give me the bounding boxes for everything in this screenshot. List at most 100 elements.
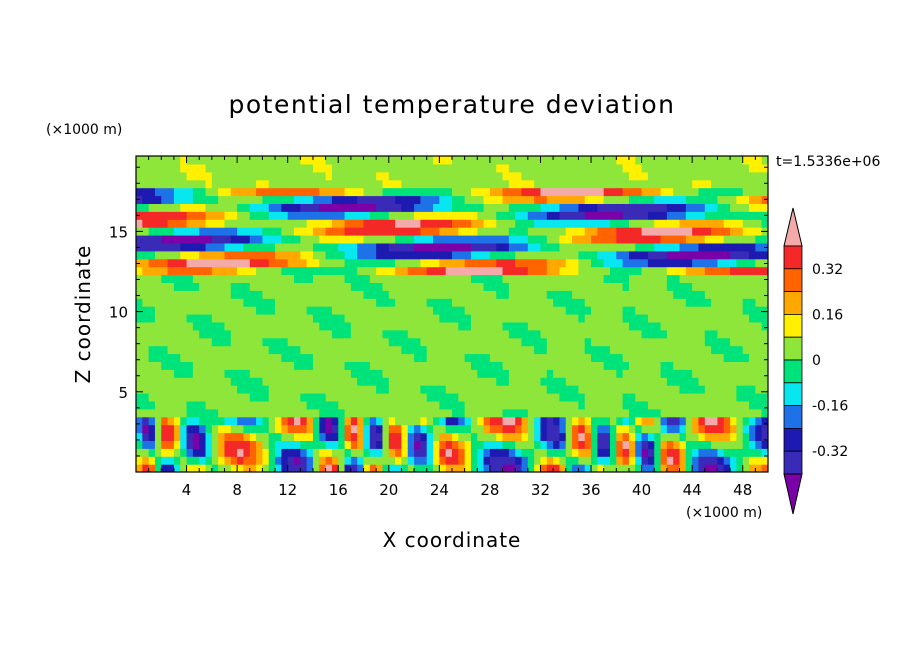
field-cell <box>300 416 308 426</box>
field-cell <box>388 306 396 315</box>
field-cell <box>161 353 169 362</box>
field-cell <box>433 337 440 347</box>
field-cell <box>489 385 497 394</box>
field-cell <box>464 369 472 378</box>
field-cell <box>698 377 706 386</box>
field-cell <box>376 195 384 204</box>
field-cell <box>154 385 162 394</box>
field-cell <box>199 345 207 355</box>
field-cell <box>464 329 472 339</box>
field-cell <box>553 298 561 307</box>
field-cell <box>331 171 339 181</box>
field-cell <box>616 282 624 291</box>
field-cell <box>426 377 434 386</box>
field-cell <box>610 187 617 197</box>
field-cell <box>395 464 403 472</box>
field-cell <box>350 377 358 386</box>
field-cell <box>325 448 333 457</box>
field-cell <box>679 274 687 283</box>
field-cell <box>666 321 674 331</box>
field-cell <box>357 258 365 268</box>
field-cell <box>256 179 263 189</box>
field-cell <box>452 258 459 268</box>
field-cell <box>275 258 282 268</box>
field-cell <box>224 456 232 465</box>
field-cell <box>237 227 245 236</box>
field-cell <box>249 448 257 457</box>
field-cell <box>154 400 162 410</box>
field-cell <box>376 211 384 220</box>
field-cell <box>679 242 687 252</box>
field-cell <box>553 393 561 402</box>
field-cell <box>559 400 567 410</box>
field-cell <box>205 385 213 394</box>
field-cell <box>578 416 586 426</box>
field-cell <box>736 369 744 378</box>
field-cell <box>230 385 238 394</box>
field-cell <box>679 298 687 307</box>
field-cell <box>470 345 478 355</box>
field-cell <box>344 171 352 181</box>
field-cell <box>685 195 693 204</box>
field-cell <box>464 266 472 276</box>
field-cell <box>218 266 226 276</box>
field-cell <box>161 385 169 394</box>
field-cell <box>148 274 156 283</box>
field-cell <box>477 171 485 181</box>
field-cell <box>199 250 207 260</box>
field-cell <box>521 156 529 165</box>
field-cell <box>275 203 282 212</box>
field-cell <box>350 298 358 307</box>
field-cell <box>433 440 440 449</box>
field-cell <box>736 456 744 465</box>
field-cell <box>294 235 301 244</box>
field-cell <box>395 258 403 268</box>
field-cell <box>142 203 150 212</box>
field-cell <box>388 242 396 252</box>
field-cell <box>237 329 245 339</box>
field-cell <box>515 448 523 457</box>
field-cell <box>610 306 617 315</box>
field-cell <box>660 298 668 307</box>
field-cell <box>369 314 377 323</box>
field-cell <box>679 258 687 268</box>
field-cell <box>167 187 175 197</box>
field-cell <box>180 171 188 181</box>
field-cell <box>401 227 409 236</box>
field-cell <box>439 314 447 323</box>
field-cell <box>319 440 327 449</box>
field-cell <box>553 163 561 173</box>
field-cell <box>635 456 643 465</box>
field-cell <box>591 369 598 378</box>
field-cell <box>249 171 257 181</box>
field-cell <box>527 329 535 339</box>
field-cell <box>521 179 529 189</box>
field-cell <box>723 227 731 236</box>
field-cell <box>685 227 693 236</box>
field-cell <box>723 203 731 212</box>
colorbar-swatch <box>783 427 803 452</box>
field-cell <box>515 432 523 441</box>
field-cell <box>666 187 674 197</box>
field-cell <box>489 298 497 307</box>
field-cell <box>553 314 561 323</box>
field-cell <box>218 448 226 457</box>
field-cell <box>344 163 352 173</box>
field-cell <box>496 195 504 204</box>
field-cell <box>167 290 175 299</box>
field-cell <box>572 353 579 362</box>
field-cell <box>426 416 434 426</box>
field-cell <box>388 203 396 212</box>
field-cell <box>338 195 346 204</box>
field-cell <box>534 203 542 212</box>
field-cell <box>685 290 693 299</box>
field-cell <box>685 306 693 315</box>
field-cell <box>546 329 554 339</box>
field-cell <box>635 345 643 355</box>
field-cell <box>161 187 169 197</box>
field-cell <box>243 329 251 339</box>
field-cell <box>742 424 750 434</box>
field-cell <box>230 369 238 378</box>
field-cell <box>692 321 700 331</box>
field-cell <box>610 345 617 355</box>
